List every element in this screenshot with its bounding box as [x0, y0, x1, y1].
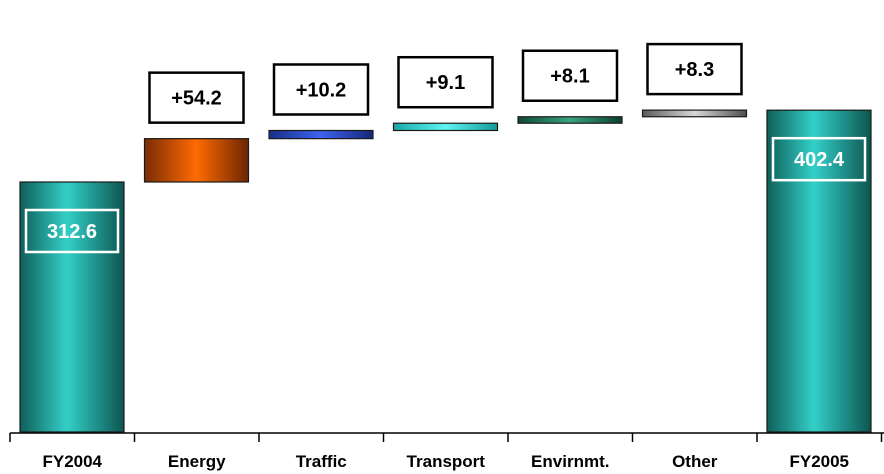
bar-fy2005 [766, 109, 872, 433]
data-label-envirnmt: +8.1 [550, 66, 589, 88]
bar-envirnmt [517, 116, 623, 124]
x-tick-label-fy2004: FY2004 [42, 452, 102, 471]
data-label-box-other [646, 42, 743, 96]
data-label-traffic: +10.2 [296, 79, 347, 101]
x-axis-ticks [9, 433, 883, 442]
data-label-box-transport [397, 55, 494, 109]
bar-energy [143, 138, 250, 183]
bar-traffic [268, 129, 374, 140]
data-label-box-energy [148, 71, 245, 124]
bar-transport [392, 122, 499, 132]
bars-group [19, 109, 872, 433]
bar-fy2004 [19, 181, 125, 433]
x-tick-label-traffic: Traffic [296, 452, 347, 471]
data-label-fy2005: 402.4 [794, 149, 845, 171]
data-label-box-traffic [272, 63, 370, 116]
value-labels-group: 312.6 +54.2 +10.2 +9.1 +8.1 +8.3 402.4 [24, 42, 867, 254]
x-tick-label-envirnmt: Envirnmt. [531, 452, 609, 471]
bar-other [641, 109, 748, 118]
data-label-other: +8.3 [675, 59, 714, 81]
data-label-fy2004: 312.6 [47, 221, 97, 243]
x-tick-label-other: Other [672, 452, 718, 471]
category-labels-group: FY2004 Energy Traffic Transport Envirnmt. Oth… [42, 452, 849, 471]
data-label-box-fy2005 [771, 136, 867, 182]
data-label-transport: +9.1 [426, 72, 465, 94]
x-tick-label-fy2005: FY2005 [789, 452, 849, 471]
data-label-energy: +54.2 [171, 88, 222, 110]
data-label-box-fy2004 [24, 208, 120, 254]
data-label-box-envirnmt [521, 49, 619, 102]
x-tick-label-transport: Transport [407, 452, 486, 471]
x-tick-label-energy: Energy [168, 452, 226, 471]
